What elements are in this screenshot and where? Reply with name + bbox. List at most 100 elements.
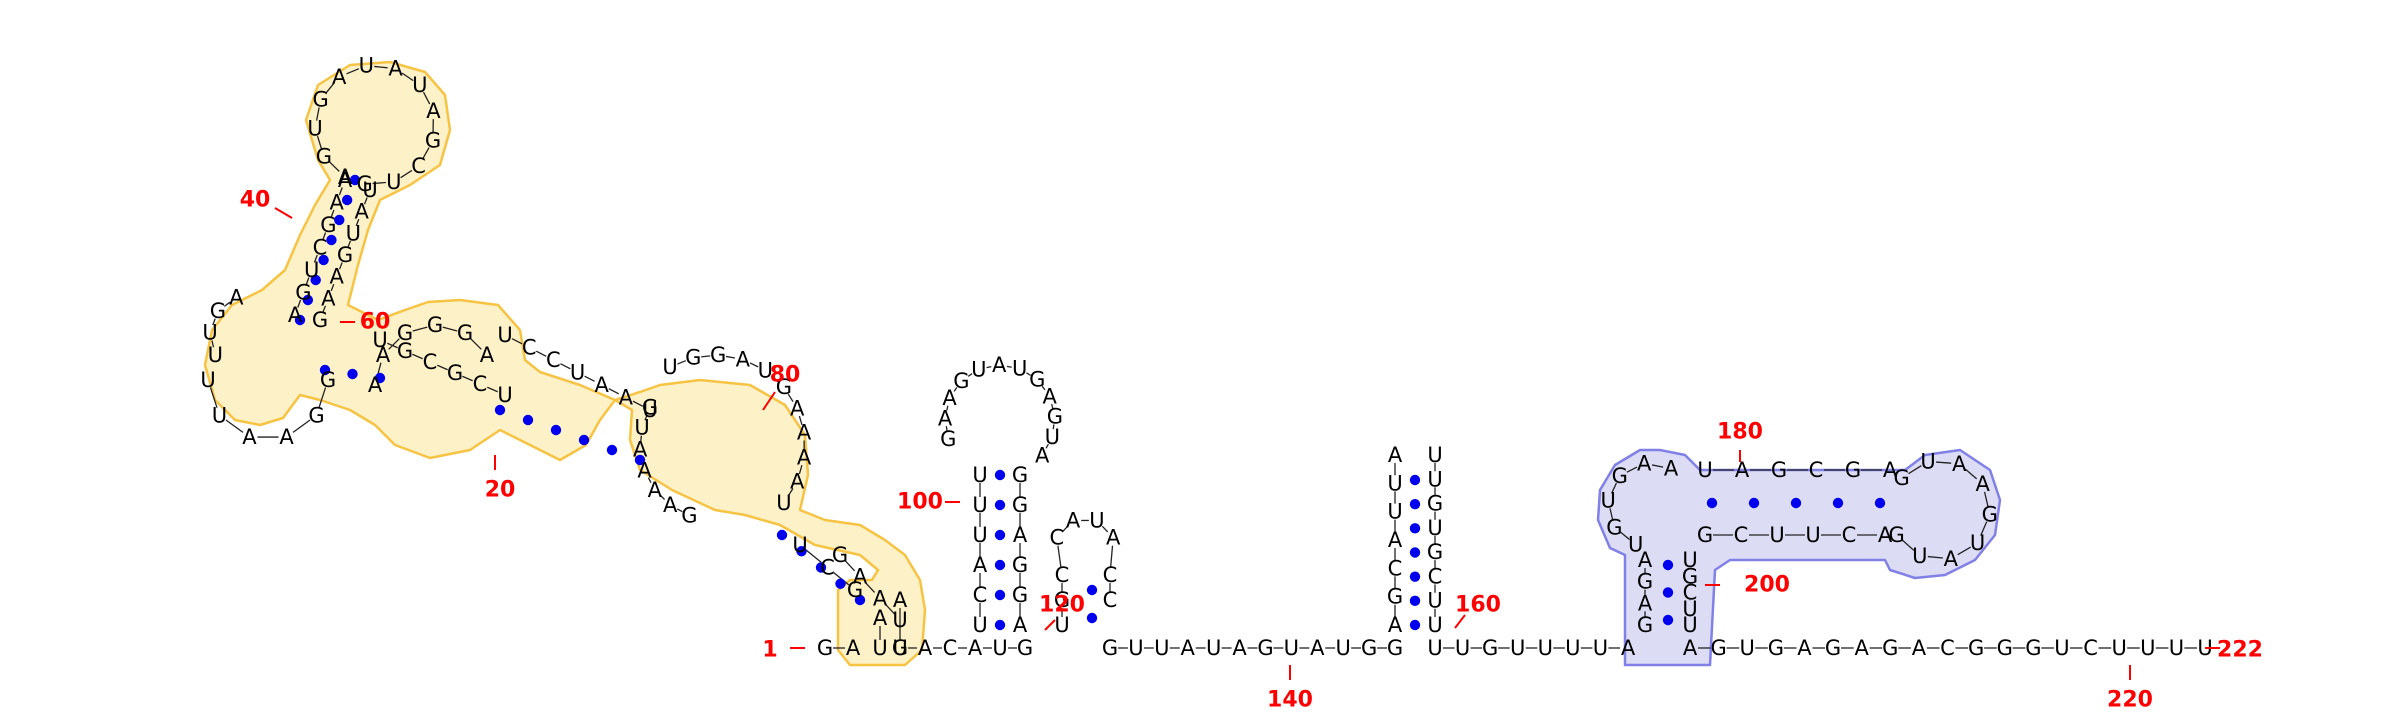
nucleotide: G: [337, 243, 353, 267]
backbone-lines: [209, 65, 2197, 649]
nucleotide: G: [847, 578, 863, 602]
nucleotide: A: [1797, 636, 1812, 660]
nucleotide: A: [1944, 547, 1959, 571]
nucleotide: A: [633, 437, 648, 461]
nucleotide: G: [1054, 588, 1070, 612]
backbone-link: [325, 82, 335, 94]
nucleotide: U: [1089, 508, 1104, 532]
nucleotide: A: [1232, 636, 1247, 660]
nucleotide: G: [1894, 466, 1910, 490]
nucleotide: G: [312, 88, 328, 112]
backbone-link: [798, 465, 803, 475]
base-pair-dot: [334, 214, 345, 226]
position-number: 220: [2107, 688, 2153, 713]
base-pair-dot: [994, 559, 1006, 571]
backbone-link: [305, 277, 310, 286]
nucleotide: G: [1997, 636, 2013, 660]
backbone-link: [770, 375, 779, 383]
position-number: 222: [2217, 638, 2263, 663]
nucleotide: U: [872, 636, 887, 660]
base-pair-dot: [994, 529, 1006, 541]
backbone-link: [787, 488, 794, 497]
backbone-link: [1041, 385, 1046, 391]
blue-domain-highlight: [1596, 448, 2002, 667]
backbone-link: [1936, 461, 1952, 464]
base-pair-dot: [318, 254, 329, 266]
yellow-domain-highlight: [203, 60, 927, 667]
nucleotide: U: [1054, 613, 1069, 637]
nucleotide: U: [304, 258, 319, 282]
backbone-link: [338, 262, 343, 270]
nucleotide: A: [1621, 636, 1636, 660]
position-tick: [762, 391, 776, 411]
nucleotide: C: [423, 350, 438, 374]
base-pair-dot: [550, 424, 562, 436]
nucleotide: G: [1771, 458, 1787, 482]
nucleotide: G: [1768, 636, 1784, 660]
nucleotide: U: [971, 357, 986, 381]
nucleotide: G: [681, 503, 697, 527]
nucleotide: A: [1035, 443, 1050, 467]
backbone-link: [946, 405, 949, 411]
domain-highlights: [203, 60, 2002, 667]
backbone-link: [1101, 525, 1109, 533]
backbone-link: [1057, 545, 1062, 568]
backbone-link: [422, 91, 431, 105]
nucleotide: A: [1664, 457, 1679, 481]
backbone-link: [470, 338, 482, 350]
nucleotide: A: [918, 636, 933, 660]
base-pair-dot: [1409, 595, 1421, 607]
base-pair-dot: [1409, 498, 1421, 510]
backbone-link: [316, 135, 323, 150]
nucleotide: U: [792, 533, 807, 557]
backbone-link: [1611, 482, 1617, 494]
nucleotide: G: [1882, 636, 1898, 660]
backbone-link: [1626, 466, 1638, 473]
nucleotide: U: [1510, 636, 1525, 660]
nucleotide: U: [1682, 597, 1697, 621]
nucleotide: U: [642, 398, 657, 422]
base-pair-dot: [494, 404, 506, 416]
nucleotide: A: [853, 565, 868, 589]
base-pair-dot: [1706, 497, 1718, 509]
backbone-link: [330, 209, 335, 218]
nucleotide: U: [1682, 548, 1697, 572]
nucleotide: A: [332, 65, 347, 89]
nucleotide: G: [832, 543, 848, 567]
nucleotide: A: [973, 553, 988, 577]
backbone-link: [322, 305, 327, 313]
nucleotide: G: [1427, 540, 1443, 564]
nucleotide: C: [1055, 563, 1070, 587]
nucleotide: A: [354, 200, 369, 224]
nucleotide: A: [1683, 636, 1698, 660]
nucleotide: G: [457, 321, 473, 345]
nucleotide: A: [329, 265, 344, 289]
nucleotide: C: [973, 583, 988, 607]
nucleotide: A: [1066, 508, 1081, 532]
nucleotide: C: [546, 348, 561, 372]
nucleotide: U: [307, 116, 322, 140]
nucleotide: U: [2169, 636, 2184, 660]
backbone-link: [292, 419, 311, 433]
base-pair-dot: [1662, 559, 1674, 571]
nucleotide: G: [1612, 464, 1628, 488]
nucleotide: U: [362, 178, 377, 202]
base-pair-dot: [994, 469, 1006, 481]
backbone-link: [749, 362, 759, 368]
position-number: 40: [240, 188, 271, 213]
nucleotide: U: [372, 328, 387, 352]
nucleotide: A: [619, 386, 634, 410]
position-number: 60: [360, 310, 391, 335]
nucleotide: U: [1455, 636, 1470, 660]
nucleotide: G: [1012, 553, 1028, 577]
nucleotide: U: [212, 403, 227, 427]
base-pair-dot: [994, 619, 1006, 631]
nucleotide: A: [1912, 636, 1927, 660]
nucleotide: A: [594, 373, 609, 397]
base-pair-dot: [1086, 612, 1098, 624]
backbone-link: [787, 393, 794, 402]
nucleotide: U: [1154, 636, 1169, 660]
backbone-link: [608, 388, 620, 395]
nucleotide: A: [790, 396, 805, 420]
